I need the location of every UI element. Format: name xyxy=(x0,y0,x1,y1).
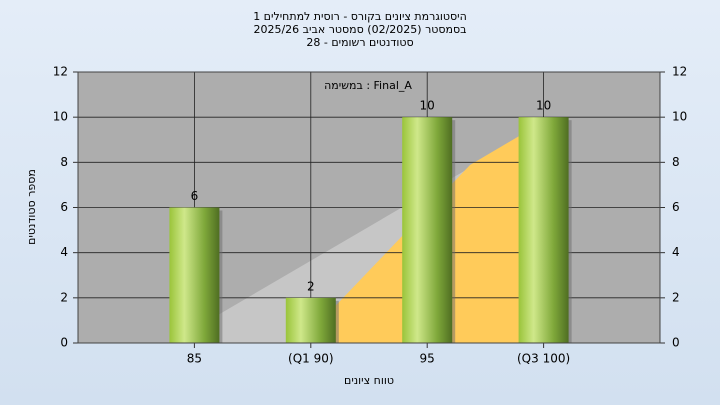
y2-tick-label: 10 xyxy=(672,110,687,124)
y2-tick-label: 4 xyxy=(672,245,680,259)
y-tick-label: 4 xyxy=(60,245,68,259)
x-tick-label: 95 xyxy=(420,352,435,366)
y2-tick-label: 2 xyxy=(672,290,680,304)
data-label: 10 xyxy=(420,99,435,113)
x-tick-label: (Q1 90) xyxy=(288,352,334,366)
y2-tick-label: 0 xyxy=(672,336,680,350)
y-tick-label: 0 xyxy=(60,336,68,350)
annotation: במשימה : Final_A xyxy=(324,79,412,92)
y-tick-label: 8 xyxy=(60,155,68,169)
y-tick-label: 2 xyxy=(60,290,68,304)
y2-tick-label: 8 xyxy=(672,155,680,169)
y-axis-label: מספר סטודנטים xyxy=(25,169,38,245)
title-line: היסטוגרמת ציונים בקורס - רוסית למתחילים … xyxy=(253,10,467,23)
bar xyxy=(285,297,336,343)
bar xyxy=(402,117,453,344)
data-label: 2 xyxy=(307,279,315,293)
title-line: בסמסטר (02/2025) סמסטר אביב 2025/26 xyxy=(253,23,466,36)
data-label: 10 xyxy=(536,99,551,113)
x-tick-label: 85 xyxy=(187,352,202,366)
bar xyxy=(169,207,220,343)
bar xyxy=(518,117,569,344)
plot-frame xyxy=(77,71,661,344)
y-tick-label: 6 xyxy=(60,200,68,214)
x-axis-label: טווח ציונים xyxy=(344,374,394,387)
x-tick-label: (Q3 100) xyxy=(517,352,570,366)
y2-tick-label: 6 xyxy=(672,200,680,214)
y-tick-label: 12 xyxy=(53,65,68,79)
title-line: סטודנטים רשומים - 28 xyxy=(306,36,413,49)
data-label: 6 xyxy=(191,189,199,203)
y2-tick-label: 12 xyxy=(672,65,687,79)
y-tick-label: 10 xyxy=(53,110,68,124)
